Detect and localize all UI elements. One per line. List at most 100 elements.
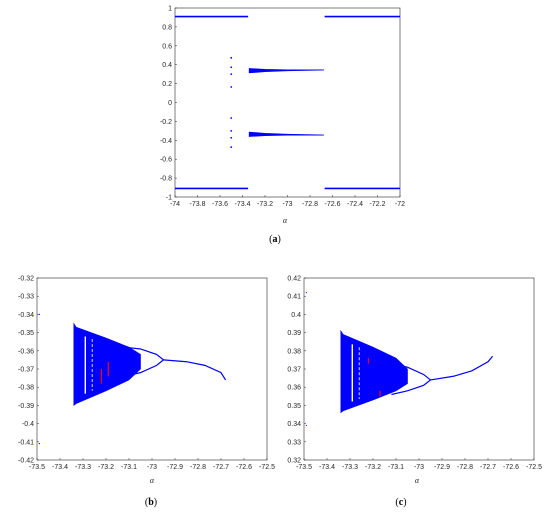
x-tick-label-c: -73.5	[296, 464, 312, 471]
bifurcation-branch-c-0	[391, 362, 431, 381]
y-tick-label-c: 0.32	[287, 458, 301, 465]
chaotic-region-c	[340, 329, 408, 414]
y-tick-label-c: 0.39	[287, 330, 301, 337]
y-tick-label-a: -0.8	[160, 176, 172, 183]
y-tick-label-a: 0.4	[162, 62, 172, 69]
x-tick-label-a: -72.4	[347, 201, 363, 208]
outlier-point-b	[38, 443, 40, 445]
x-tick-label-b: -73	[147, 464, 157, 471]
y-tick-label-c: 0.42	[287, 276, 301, 283]
y-tick-label-a: -0.4	[160, 138, 172, 145]
x-tick-label-c: -73.3	[342, 464, 358, 471]
x-tick-label-c: -73.4	[319, 464, 335, 471]
x-tick-label-b: -73.5	[29, 464, 45, 471]
y-tick-label-b: -0.41	[18, 439, 34, 446]
x-tick-label-c: -72.9	[434, 464, 450, 471]
orbit-point	[230, 146, 233, 149]
x-tick-label-a: -73.8	[190, 201, 206, 208]
outlier-point-c	[305, 424, 307, 427]
bifurcation-branch-b-2	[163, 359, 227, 381]
orbit-point	[230, 73, 233, 76]
axes-frame-b	[36, 277, 268, 461]
x-axis-label-a: α	[283, 216, 288, 225]
y-tick-label-a: 0.2	[162, 81, 172, 88]
orbit-point	[230, 56, 233, 59]
x-tick-label-c: -72.6	[503, 464, 519, 471]
orbit-point	[230, 86, 233, 88]
orbit-point	[230, 136, 233, 139]
chaotic-band-4	[248, 68, 324, 74]
caption-b: (b)	[145, 497, 157, 508]
y-tick-label-b: -0.32	[18, 276, 34, 283]
chaotic-region-b	[73, 322, 141, 407]
y-tick-label-c: 0.33	[287, 439, 301, 446]
bifurcation-branch-c-1	[391, 379, 431, 396]
bifurcation-branch-b-0	[124, 346, 164, 361]
x-tick-label-c: -72.7	[480, 464, 496, 471]
y-tick-label-b: -0.42	[18, 458, 34, 465]
caption-c: (c)	[395, 497, 406, 508]
axes-frame-c	[303, 277, 535, 461]
x-tick-label-a: -72.2	[370, 201, 386, 208]
y-tick-label-a: 0.6	[162, 43, 172, 50]
y-tick-label-a: 0.8	[162, 24, 172, 31]
y-tick-label-c: 0.36	[287, 385, 301, 392]
x-tick-label-b: -72.7	[213, 464, 229, 471]
caption-a: (a)	[269, 234, 281, 245]
x-tick-label-b: -73.3	[75, 464, 91, 471]
y-tick-label-b: -0.35	[18, 330, 34, 337]
y-tick-label-a: -1	[166, 195, 172, 202]
y-tick-label-b: -0.4	[22, 421, 34, 428]
x-tick-label-c: -73.2	[365, 464, 381, 471]
plot-panel-b: -73.5 -73.4 -73.3 -73.2 -73.1 -73 -72.9 -72.8 -7…	[18, 276, 275, 472]
x-tick-label-c: -72.8	[457, 464, 473, 471]
x-tick-label-a: -73.2	[257, 201, 273, 208]
y-tick-label-b: -0.38	[18, 385, 34, 392]
y-tick-label-b: -0.39	[18, 403, 34, 410]
y-tick-label-c: 0.4	[291, 312, 301, 319]
x-tick-label-a: -73.4	[235, 201, 251, 208]
y-tick-label-b: -0.36	[18, 348, 34, 355]
x-tick-label-b: -73.1	[121, 464, 137, 471]
x-tick-label-b: -72.8	[190, 464, 206, 471]
x-tick-label-a: -73	[282, 201, 292, 208]
x-tick-label-b: -72.6	[236, 464, 252, 471]
outlier-point-b	[38, 313, 40, 315]
x-tick-label-a: -72	[395, 201, 405, 208]
y-tick-label-b: -0.37	[18, 367, 34, 374]
y-tick-label-a: 0	[168, 100, 172, 107]
y-tick-label-b: -0.34	[18, 312, 34, 319]
x-tick-label-b: -73.2	[98, 464, 114, 471]
y-tick-label-a: 1	[168, 6, 172, 13]
y-tick-label-a: -0.2	[160, 119, 172, 126]
plot-panel-c: -73.5 -73.4 -73.3 -73.2 -73.1 -73 -72.9 -72.8 -7…	[287, 276, 542, 472]
orbit-point	[230, 117, 233, 119]
x-tick-label-b: -72.9	[167, 464, 183, 471]
axes-frame-a	[174, 7, 401, 198]
y-tick-label-c: 0.41	[287, 294, 301, 301]
x-tick-label-c: -72.5	[526, 464, 542, 471]
x-tick-label-b: -72.5	[259, 464, 275, 471]
y-tick-label-a: -0.6	[160, 157, 172, 164]
y-tick-label-c: 0.35	[287, 403, 301, 410]
y-tick-label-c: 0.38	[287, 348, 301, 355]
orbit-point	[230, 66, 233, 69]
x-tick-label-b: -73.4	[52, 464, 68, 471]
x-tick-label-a: -72.6	[325, 201, 341, 208]
outlier-point-c	[305, 291, 307, 294]
chaotic-band-5	[248, 131, 324, 137]
x-tick-label-a: -73.6	[212, 201, 228, 208]
bifurcation-branch-c-2	[430, 355, 494, 381]
x-tick-label-a: -72.8	[302, 201, 318, 208]
y-tick-label-c: 0.37	[287, 367, 301, 374]
x-tick-label-c: -73.1	[388, 464, 404, 471]
x-axis-label-b: α	[150, 476, 155, 485]
x-tick-label-a: -74	[170, 201, 180, 208]
orbit-point	[230, 129, 233, 132]
y-tick-label-b: -0.33	[18, 294, 34, 301]
y-tick-label-c: 0.34	[287, 421, 301, 428]
x-tick-label-c: -73	[414, 464, 424, 471]
x-axis-label-c: α	[415, 476, 420, 485]
plot-panel-a: -74 -73.8 -73.6 -73.4 -73.2 -73 -72.8 -72.6 -72.…	[160, 6, 405, 209]
